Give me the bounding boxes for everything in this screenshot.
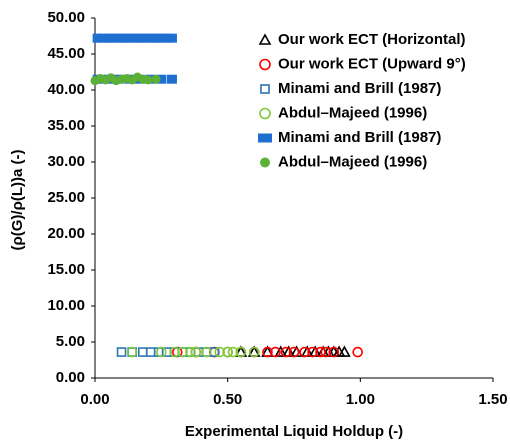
y-tick-label: 5.00 (56, 333, 85, 350)
data-point (113, 33, 124, 43)
y-tick-label: 25.00 (47, 189, 85, 206)
data-point (145, 347, 156, 357)
data-point (151, 74, 161, 84)
data-point (145, 33, 156, 43)
data-point (307, 346, 318, 358)
legend-marker (259, 58, 271, 71)
legend-label: Minami and Brill (1987) (278, 129, 441, 146)
legend-marker (260, 84, 270, 94)
legend-label: Minami and Brill (1987) (278, 80, 441, 97)
data-point (177, 346, 188, 358)
data-point (262, 346, 273, 358)
data-point (352, 346, 363, 358)
data-point (338, 345, 351, 357)
data-point (222, 346, 233, 358)
data-point (190, 346, 202, 358)
data-point (103, 33, 114, 43)
data-point (166, 33, 177, 43)
data-point (151, 33, 162, 43)
y-axis-label: (ρ(G)/ρ(L))a (-) (9, 149, 26, 250)
data-point (116, 347, 127, 357)
data-point (288, 346, 300, 358)
data-point (129, 33, 140, 43)
data-point (299, 346, 310, 358)
x-tick-label: 1.50 (478, 391, 507, 408)
data-point (156, 33, 167, 43)
legend-label: Our work ECT (Upward 9°) (278, 55, 466, 72)
data-point (156, 346, 167, 358)
data-point (119, 33, 130, 43)
data-point (156, 74, 167, 84)
y-tick-label: 50.00 (47, 9, 85, 26)
y-tick-label: 40.00 (47, 81, 85, 98)
data-point (135, 33, 146, 43)
x-tick-label: 1.00 (346, 391, 375, 408)
data-point (227, 346, 239, 358)
x-axis-label: Experimental Liquid Holdup (-) (185, 423, 403, 440)
data-point (140, 33, 151, 43)
data-point (185, 346, 196, 358)
data-point (248, 346, 260, 358)
data-point (92, 33, 103, 43)
data-point (315, 346, 326, 358)
data-point (320, 346, 332, 358)
y-tick-label: 10.00 (47, 297, 85, 314)
legend-marker (258, 133, 272, 143)
data-point (201, 346, 212, 358)
legend-marker (259, 107, 271, 120)
data-point (169, 346, 180, 358)
y-tick-label: 0.00 (56, 369, 85, 386)
data-point (143, 75, 153, 85)
y-tick-label: 15.00 (47, 261, 85, 278)
data-point (124, 33, 135, 43)
y-tick-label: 35.00 (47, 117, 85, 134)
y-tick-label: 45.00 (47, 45, 85, 62)
data-point (214, 346, 226, 358)
data-point (137, 347, 148, 357)
data-point (126, 346, 138, 358)
data-point (280, 346, 292, 358)
y-tick-label: 30.00 (47, 153, 85, 170)
data-point (274, 345, 288, 357)
data-point (161, 33, 172, 43)
legend-marker (258, 33, 272, 45)
data-point (166, 74, 177, 84)
data-point (97, 33, 108, 43)
x-tick-label: 0.00 (80, 391, 109, 408)
data-point (270, 346, 281, 358)
y-tick-label: 20.00 (47, 225, 85, 242)
data-point (235, 346, 247, 358)
legend-label: Abdul–Majeed (1996) (278, 153, 427, 170)
data-point (328, 346, 340, 358)
data-point (108, 33, 119, 43)
x-tick-label: 0.50 (213, 391, 242, 408)
legend-label: Abdul–Majeed (1996) (278, 104, 427, 121)
legend-marker (260, 157, 270, 168)
legend-label: Our work ECT (Horizontal) (278, 31, 466, 48)
